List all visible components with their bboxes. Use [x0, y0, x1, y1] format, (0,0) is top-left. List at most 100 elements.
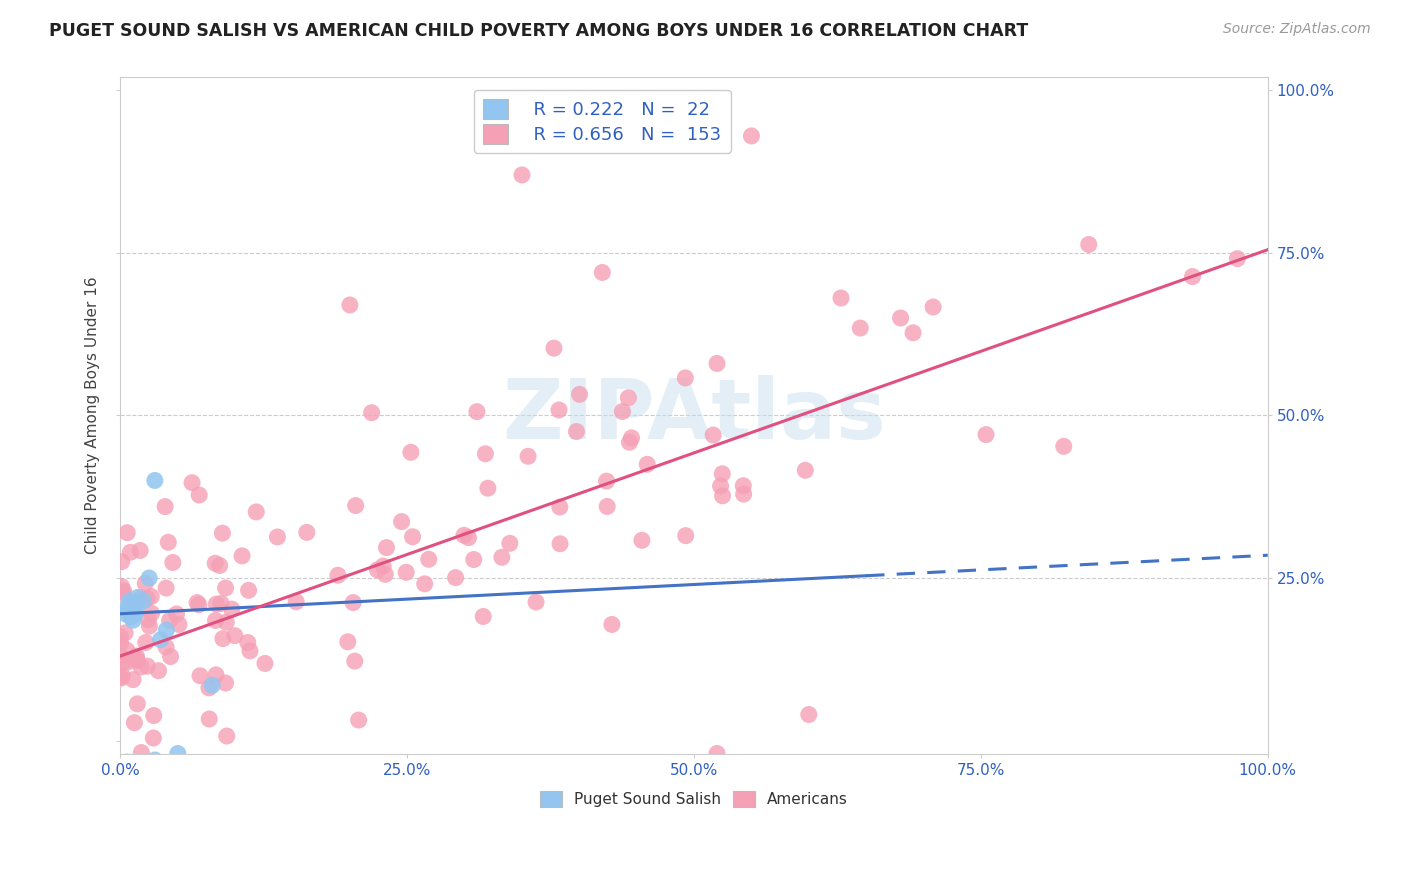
Point — [110, 649, 132, 664]
Point — [974, 427, 997, 442]
Point — [457, 531, 479, 545]
Point — [212, 632, 235, 646]
Point — [617, 391, 640, 405]
Point — [159, 614, 181, 628]
Point — [120, 610, 142, 624]
Point — [117, 603, 139, 617]
Point — [201, 678, 224, 692]
Point — [124, 715, 146, 730]
Point — [710, 479, 733, 493]
Point — [122, 613, 145, 627]
Point — [114, 789, 136, 803]
Point — [129, 543, 152, 558]
Point — [401, 530, 423, 544]
Point — [612, 404, 634, 418]
Point — [188, 488, 211, 502]
Text: ZIPAtlas: ZIPAtlas — [502, 375, 886, 456]
Point — [125, 600, 148, 615]
Point — [339, 298, 361, 312]
Point — [115, 525, 138, 540]
Point — [138, 571, 160, 585]
Point — [849, 321, 872, 335]
Point — [794, 463, 817, 477]
Point — [125, 648, 148, 663]
Point — [395, 566, 418, 580]
Point — [141, 607, 163, 621]
Point — [266, 530, 288, 544]
Point — [110, 636, 132, 650]
Y-axis label: Child Poverty Among Boys Under 16: Child Poverty Among Boys Under 16 — [86, 277, 100, 554]
Point — [124, 607, 146, 621]
Point — [733, 487, 755, 501]
Legend: Puget Sound Salish, Americans: Puget Sound Salish, Americans — [534, 785, 853, 814]
Point — [342, 596, 364, 610]
Point — [285, 595, 308, 609]
Point — [111, 555, 134, 569]
Point — [166, 747, 188, 761]
Point — [143, 753, 166, 767]
Text: PUGET SOUND SALISH VS AMERICAN CHILD POVERTY AMONG BOYS UNDER 16 CORRELATION CHA: PUGET SOUND SALISH VS AMERICAN CHILD POV… — [49, 22, 1028, 40]
Point — [136, 659, 159, 673]
Point — [143, 474, 166, 488]
Point — [155, 581, 177, 595]
Point — [125, 652, 148, 666]
Point — [115, 759, 138, 773]
Point — [374, 567, 396, 582]
Point — [499, 536, 522, 550]
Point — [366, 563, 388, 577]
Point — [326, 568, 349, 582]
Point — [155, 759, 177, 773]
Point — [636, 458, 658, 472]
Point — [472, 609, 495, 624]
Point — [149, 632, 172, 647]
Point — [115, 643, 138, 657]
Point — [418, 552, 440, 566]
Point — [111, 668, 134, 682]
Point — [127, 697, 149, 711]
Point — [600, 617, 623, 632]
Point — [110, 630, 132, 644]
Point — [1053, 439, 1076, 453]
Point — [157, 535, 180, 549]
Point — [236, 635, 259, 649]
Point — [120, 545, 142, 559]
Point — [129, 660, 152, 674]
Point — [186, 596, 208, 610]
Point — [336, 635, 359, 649]
Point — [797, 707, 820, 722]
Point — [453, 528, 475, 542]
Point — [141, 590, 163, 604]
Point — [131, 746, 153, 760]
Point — [474, 447, 496, 461]
Point — [1077, 237, 1099, 252]
Point — [673, 371, 696, 385]
Point — [209, 597, 232, 611]
Point — [620, 431, 643, 445]
Point — [125, 767, 148, 781]
Point — [179, 766, 201, 780]
Point — [148, 664, 170, 678]
Point — [373, 559, 395, 574]
Point — [138, 613, 160, 627]
Point — [477, 481, 499, 495]
Point — [166, 607, 188, 621]
Point — [114, 607, 136, 621]
Point — [221, 602, 243, 616]
Point — [238, 583, 260, 598]
Point — [125, 653, 148, 667]
Point — [548, 500, 571, 514]
Point — [399, 445, 422, 459]
Point — [1226, 252, 1249, 266]
Point — [565, 425, 588, 439]
Point — [138, 619, 160, 633]
Point — [198, 712, 221, 726]
Point — [595, 474, 617, 488]
Point — [224, 629, 246, 643]
Point — [117, 600, 139, 615]
Point — [204, 556, 226, 570]
Point — [122, 603, 145, 617]
Point — [162, 556, 184, 570]
Point — [204, 614, 226, 628]
Point — [343, 654, 366, 668]
Point — [706, 356, 728, 370]
